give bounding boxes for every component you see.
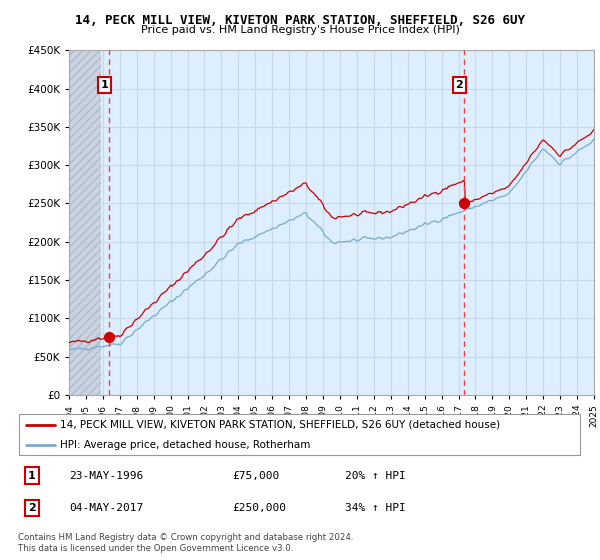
- Text: HPI: Average price, detached house, Rotherham: HPI: Average price, detached house, Roth…: [60, 440, 311, 450]
- Text: 23-MAY-1996: 23-MAY-1996: [69, 470, 143, 480]
- Text: 2: 2: [455, 80, 463, 90]
- Text: 04-MAY-2017: 04-MAY-2017: [69, 503, 143, 513]
- FancyBboxPatch shape: [19, 414, 580, 455]
- Text: 2: 2: [28, 503, 35, 513]
- Text: Price paid vs. HM Land Registry's House Price Index (HPI): Price paid vs. HM Land Registry's House …: [140, 25, 460, 35]
- Text: 34% ↑ HPI: 34% ↑ HPI: [345, 503, 406, 513]
- Text: 1: 1: [100, 80, 108, 90]
- Point: [104, 333, 114, 342]
- Text: £75,000: £75,000: [232, 470, 280, 480]
- Text: 20% ↑ HPI: 20% ↑ HPI: [345, 470, 406, 480]
- Text: Contains HM Land Registry data © Crown copyright and database right 2024.
This d: Contains HM Land Registry data © Crown c…: [18, 533, 353, 553]
- Text: 1: 1: [28, 470, 35, 480]
- Text: 14, PECK MILL VIEW, KIVETON PARK STATION, SHEFFIELD, S26 6UY: 14, PECK MILL VIEW, KIVETON PARK STATION…: [75, 14, 525, 27]
- Point: [460, 199, 469, 208]
- Text: 14, PECK MILL VIEW, KIVETON PARK STATION, SHEFFIELD, S26 6UY (detached house): 14, PECK MILL VIEW, KIVETON PARK STATION…: [60, 419, 500, 430]
- Text: £250,000: £250,000: [232, 503, 286, 513]
- Bar: [69, 50, 101, 395]
